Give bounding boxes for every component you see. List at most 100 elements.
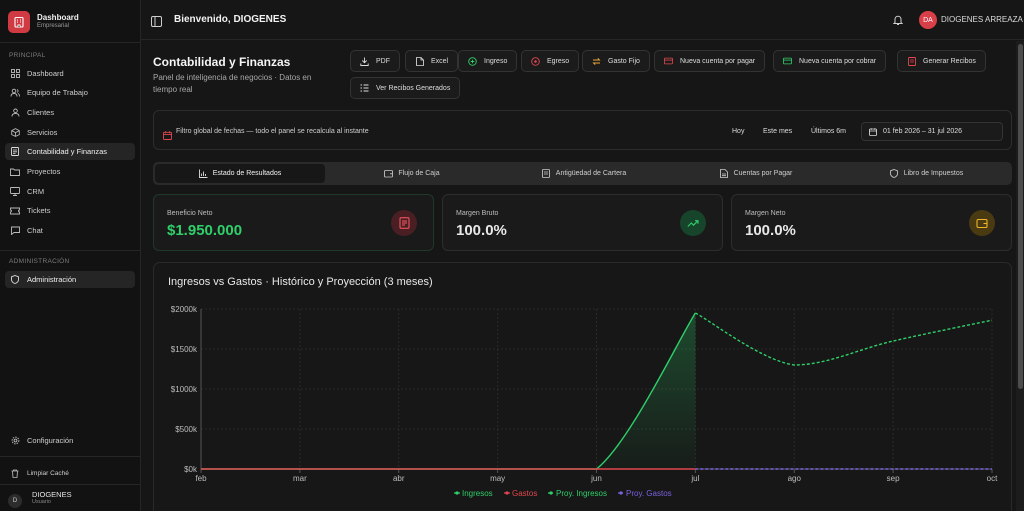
nueva-cuenta-pagar-label: Nueva cuenta por pagar xyxy=(680,57,756,65)
chart-title: Ingresos vs Gastos · Histórico y Proyecc… xyxy=(168,276,433,288)
calendar-icon xyxy=(869,127,877,136)
tab-label: Estado de Resultados xyxy=(212,170,282,177)
x-tick-label: jun xyxy=(590,474,602,483)
sidebar-item-label: Administración xyxy=(27,275,77,284)
section-label-principal: PRINCIPAL xyxy=(9,52,46,59)
file-icon xyxy=(719,169,729,178)
card-icon xyxy=(783,57,792,66)
kpi-margen-neto: Margen Neto 100.0% xyxy=(731,194,1012,251)
sidebar-item-label: Configuración xyxy=(27,436,74,445)
building-icon xyxy=(8,11,30,33)
wallet-icon xyxy=(969,210,995,236)
wallet-icon xyxy=(384,169,394,178)
egreso-button[interactable]: Egreso xyxy=(521,50,580,72)
kpi-beneficio-neto: Beneficio Neto $1.950.000 xyxy=(153,194,434,251)
pdf-label: PDF xyxy=(376,57,390,65)
generar-recibos-button[interactable]: Generar Recibos xyxy=(897,50,986,72)
user-name[interactable]: DIOGENES ARREAZA xyxy=(941,15,1023,24)
users-icon xyxy=(10,88,20,98)
nueva-cuenta-pagar-button[interactable]: Nueva cuenta por pagar xyxy=(654,50,766,72)
sidebar-item-proyectos[interactable]: Proyectos xyxy=(5,163,135,180)
tab-label: Antigüedad de Cartera xyxy=(555,170,627,177)
brand-subtitle: Empresarial xyxy=(37,23,70,30)
shield-icon xyxy=(889,169,899,178)
tab-estado-resultados[interactable]: Estado de Resultados xyxy=(155,164,325,183)
kpi-label: Beneficio Neto xyxy=(167,210,213,217)
plus-circle-icon xyxy=(468,56,477,66)
monitor-icon xyxy=(10,187,20,197)
date-range-value: 01 feb 2026 – 31 jul 2026 xyxy=(883,128,963,135)
filter-ultimos-6m-button[interactable]: Últimos 6m xyxy=(811,128,847,135)
divider xyxy=(0,250,140,251)
sidebar-toggle-icon[interactable] xyxy=(151,14,162,27)
kpi-margen-bruto: Margen Bruto 100.0% xyxy=(442,194,723,251)
ingreso-button[interactable]: Ingreso xyxy=(458,50,518,72)
avatar[interactable]: DA xyxy=(919,11,937,29)
ver-recibos-button[interactable]: Ver Recibos Generados xyxy=(350,77,461,99)
filter-hoy-button[interactable]: Hoy xyxy=(732,128,745,135)
sidebar-item-contabilidad[interactable]: Contabilidad y Finanzas xyxy=(5,143,135,160)
grid-icon xyxy=(10,69,20,79)
user-profile[interactable]: D DIOGENES Usuario xyxy=(8,490,72,508)
sidebar-item-chat[interactable]: Chat xyxy=(5,222,135,239)
x-tick-label: sep xyxy=(887,474,900,483)
sidebar-item-label: Equipo de Trabajo xyxy=(27,88,88,97)
ver-recibos-label: Ver Recibos Generados xyxy=(376,84,451,92)
tab-libro-impuestos[interactable]: Libro de Impuestos xyxy=(843,164,1010,183)
date-range-picker[interactable]: 01 feb 2026 – 31 jul 2026 xyxy=(861,122,1003,141)
filter-este-mes-button[interactable]: Este mes xyxy=(763,128,793,135)
excel-button[interactable]: Excel xyxy=(405,50,459,72)
y-tick-label: $2000k xyxy=(171,305,198,314)
sidebar-item-dashboard[interactable]: Dashboard xyxy=(5,65,135,82)
sidebar-item-label: Servicios xyxy=(27,128,58,137)
sidebar-item-servicios[interactable]: Servicios xyxy=(5,124,135,141)
tab-label: Cuentas por Pagar xyxy=(733,170,793,177)
calendar-icon xyxy=(163,127,172,140)
card-icon xyxy=(664,57,673,66)
legend-marker xyxy=(505,491,509,495)
tab-cuentas-pagar[interactable]: Cuentas por Pagar xyxy=(671,164,841,183)
x-tick-label: abr xyxy=(393,474,405,483)
legend-marker xyxy=(619,491,623,495)
document-icon xyxy=(10,147,20,157)
bell-icon[interactable] xyxy=(892,13,904,25)
gasto-fijo-button[interactable]: Gasto Fijo xyxy=(582,50,650,72)
y-tick-label: $500k xyxy=(175,425,198,434)
swap-icon xyxy=(592,57,601,66)
sidebar-item-equipo[interactable]: Equipo de Trabajo xyxy=(5,84,135,101)
kpi-label: Margen Bruto xyxy=(456,210,499,217)
line-chart: $0k $500k $1000k $1500k $2000k feb mar abr may ju… xyxy=(171,305,998,498)
egreso-label: Egreso xyxy=(547,57,570,65)
clear-cache-button[interactable]: Limpiar Caché xyxy=(5,465,135,482)
trash-icon xyxy=(10,469,20,479)
sidebar-item-tickets[interactable]: Tickets xyxy=(5,202,135,219)
chat-icon xyxy=(10,226,20,236)
nueva-cuenta-cobrar-button[interactable]: Nueva cuenta por cobrar xyxy=(773,50,887,72)
sidebar-item-clientes[interactable]: Clientes xyxy=(5,104,135,121)
tab-antiguedad-cartera[interactable]: Antigüedad de Cartera xyxy=(499,164,669,183)
folder-icon xyxy=(10,167,20,177)
sidebar-item-administracion[interactable]: Administración xyxy=(5,271,135,288)
tab-flujo-caja[interactable]: Flujo de Caja xyxy=(327,164,497,183)
sidebar-item-configuracion[interactable]: Configuración xyxy=(5,432,135,449)
box-icon xyxy=(10,128,20,138)
sidebar-item-label: Tickets xyxy=(27,206,51,215)
user-icon xyxy=(10,108,20,118)
divider xyxy=(0,456,140,457)
y-tick-label: $1000k xyxy=(171,385,198,394)
series-line-proy-ingresos xyxy=(695,312,993,366)
sidebar-item-label: Chat xyxy=(27,226,43,235)
download-icon xyxy=(360,57,369,66)
x-tick-label: mar xyxy=(293,474,307,483)
sidebar-item-label: Proyectos xyxy=(27,167,61,176)
brand[interactable]: Dashboard Empresarial xyxy=(8,8,79,36)
avatar: D xyxy=(8,494,22,508)
scrollbar-thumb[interactable] xyxy=(1018,44,1023,389)
x-tick-label: jul xyxy=(690,474,699,483)
nueva-cuenta-cobrar-label: Nueva cuenta por cobrar xyxy=(799,57,877,65)
sidebar-item-label: Contabilidad y Finanzas xyxy=(27,147,108,156)
x-tick-label: may xyxy=(490,474,505,483)
kpi-value: $1.950.000 xyxy=(167,222,243,239)
pdf-button[interactable]: PDF xyxy=(350,50,400,72)
sidebar-item-crm[interactable]: CRM xyxy=(5,183,135,200)
